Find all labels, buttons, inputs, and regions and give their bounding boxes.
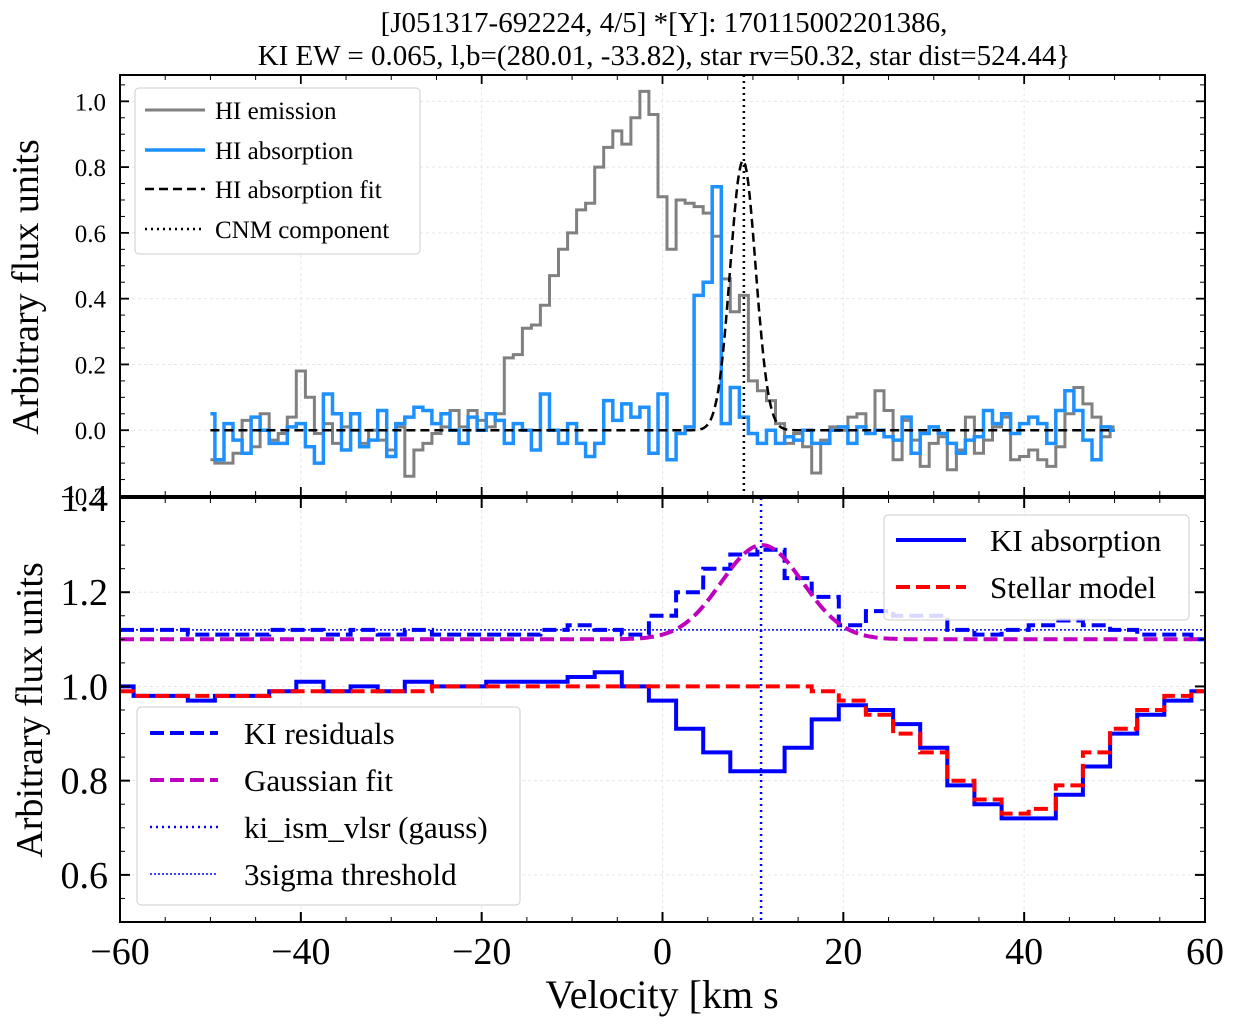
legend-label-cnm-component: CNM component [215, 217, 389, 244]
hi-y-tick-label: 0.4 [75, 287, 107, 314]
hi-panel-ticks: −0.2 0.0 0.2 0.4 0.6 0.8 1.0 [61, 75, 1206, 511]
x-tick-label: 0 [653, 931, 672, 973]
legend-label-ki-residuals: KI residuals [244, 716, 395, 751]
legend-label-hi-absorption-fit: HI absorption fit [215, 177, 382, 204]
hi-legend: HI emission HI absorption HI absorption … [134, 87, 421, 255]
legend-label-ki-ism-vlsr: ki_ism_vlsr (gauss) [244, 810, 488, 845]
ki-y-tick-label: 0.8 [61, 761, 109, 803]
hi-panel-data [210, 75, 1115, 496]
legend-label-hi-emission: HI emission [215, 98, 337, 125]
x-axis-label: Velocity [km s [545, 972, 778, 1017]
ki-panel-data [120, 498, 1205, 922]
ki-absorption-line [120, 670, 1205, 821]
ki-y-tick-label: 0.6 [61, 855, 109, 897]
ki-panel: 0.6 0.8 1.0 1.2 1.4 −60 −40 −20 0 20 40 60 Arbitrar… [9, 478, 1224, 1017]
figure-title-line-1: [J051317-692224, 4/5] *[Y]: 170115002201… [381, 7, 948, 39]
ki-panel-y-axis-label: Arbitrary flux units [9, 562, 51, 858]
ki-residuals-line [120, 547, 1205, 642]
legend-label-gaussian-fit: Gaussian fit [244, 763, 393, 798]
hi-y-tick-label: 0.8 [75, 155, 106, 182]
figure-title-line-2: KI EW = 0.065, l,b=(280.01, -33.82), sta… [258, 40, 1071, 72]
x-tick-label: −60 [90, 931, 149, 973]
stellar-model-line [120, 684, 1205, 816]
legend-label-ki-absorption: KI absorption [990, 523, 1162, 558]
hi-y-tick-label: 0.6 [75, 221, 106, 248]
gaussian-fit-line [120, 543, 1205, 642]
hi-emission-line [210, 89, 1115, 478]
hi-y-tick-label: 0.2 [75, 352, 106, 379]
x-tick-label: 40 [1005, 931, 1043, 973]
hi-legend-box [134, 87, 421, 255]
x-tick-label: −40 [271, 931, 330, 973]
x-tick-label: 60 [1186, 931, 1224, 973]
x-tick-label: −20 [452, 931, 511, 973]
x-tick-label: 20 [824, 931, 862, 973]
legend-label-3sigma-threshold: 3sigma threshold [244, 857, 457, 892]
hi-panel: −0.2 0.0 0.2 0.4 0.6 0.8 1.0 Arbitrary flux un… [5, 74, 1206, 511]
legend-label-hi-absorption: HI absorption [215, 138, 354, 165]
hi-absorption-line [210, 185, 1115, 465]
hi-panel-y-axis-label: Arbitrary flux units [5, 139, 47, 435]
ki-y-tick-label: 1.4 [61, 478, 109, 520]
hi-y-tick-label: −0.2 [61, 484, 106, 511]
hi-y-tick-label: 1.0 [75, 89, 106, 116]
ki-legend-lower-left-box [136, 706, 521, 906]
hi-absorption-fit-line [210, 159, 1115, 432]
legend-label-stellar-model: Stellar model [990, 570, 1156, 605]
ki-y-tick-label: 1.0 [61, 666, 109, 708]
ki-panel-ticks: 0.6 0.8 1.0 1.2 1.4 −60 −40 −20 0 20 40 60 [61, 478, 1225, 973]
ki-legend-upper-right: KI absorption Stellar model [883, 514, 1190, 621]
ki-y-tick-label: 1.2 [61, 572, 109, 614]
ki-legend-lower-left: KI residuals Gaussian fit ki_ism_vlsr (g… [136, 706, 521, 906]
hi-y-tick-label: 0.0 [75, 418, 106, 445]
